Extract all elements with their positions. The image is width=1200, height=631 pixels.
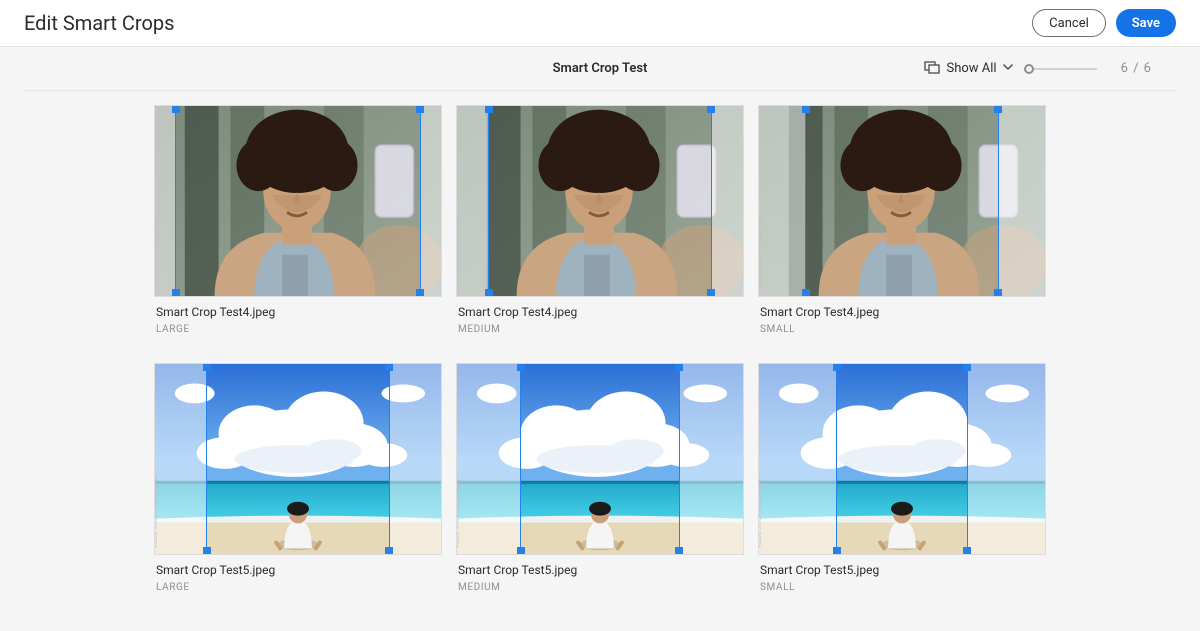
crop-mask-right <box>968 364 1045 554</box>
crop-mask-left <box>759 364 836 554</box>
crop-frame[interactable] <box>206 364 389 554</box>
crop-mask-left <box>759 106 805 296</box>
crop-handle[interactable] <box>517 547 525 555</box>
crop-thumbnail[interactable]: Adobe Stock | #000000000 <box>758 363 1046 555</box>
crop-caption: Smart Crop Test5.jpeg SMALL <box>758 555 1046 593</box>
crop-handle[interactable] <box>994 105 1002 113</box>
crop-handle[interactable] <box>203 363 211 371</box>
crop-filename: Smart Crop Test4.jpeg <box>760 305 1044 319</box>
crop-mask-right <box>712 106 743 296</box>
crop-handle[interactable] <box>994 289 1002 297</box>
asset-set-title: Smart Crop Test <box>553 61 648 76</box>
crop-caption: Smart Crop Test4.jpeg LARGE <box>154 297 442 335</box>
crop-handle[interactable] <box>802 105 810 113</box>
crop-handle[interactable] <box>485 105 493 113</box>
crop-frame[interactable] <box>175 106 421 296</box>
crop-size-label: MEDIUM <box>458 324 742 335</box>
crop-handle[interactable] <box>385 547 393 555</box>
crop-card: Adobe Stock | #000000000 Smart Crop Test5… <box>758 363 1046 593</box>
stock-watermark: Adobe Stock | #000000000 <box>758 476 763 548</box>
crop-handle[interactable] <box>833 363 841 371</box>
crop-handle[interactable] <box>485 289 493 297</box>
crop-filename: Smart Crop Test5.jpeg <box>156 563 440 577</box>
crop-mask-left <box>155 364 206 554</box>
crop-caption: Smart Crop Test4.jpeg MEDIUM <box>456 297 744 335</box>
stock-watermark: Adobe Stock | #000000000 <box>154 476 159 548</box>
toolbar: Smart Crop Test Show All 6 / 6 <box>24 47 1176 91</box>
page-count: 6 / 6 <box>1121 61 1152 76</box>
show-all-label: Show All <box>946 61 996 76</box>
crop-handle[interactable] <box>203 547 211 555</box>
crop-thumbnail[interactable]: Adobe Stock | #000000000 <box>154 363 442 555</box>
crop-filename: Smart Crop Test5.jpeg <box>458 563 742 577</box>
stock-watermark: Adobe Stock | #000000000 <box>758 218 763 290</box>
chevron-down-icon <box>1003 61 1013 76</box>
crop-thumbnail[interactable]: Adobe Stock | #000000000 <box>456 363 744 555</box>
crop-handle[interactable] <box>802 289 810 297</box>
crop-target-icon <box>924 59 940 79</box>
crop-filename: Smart Crop Test4.jpeg <box>156 305 440 319</box>
crop-mask-left <box>457 364 520 554</box>
crop-mask-right <box>999 106 1045 296</box>
crop-frame[interactable] <box>836 364 968 554</box>
zoom-thumb[interactable] <box>1024 64 1034 74</box>
header-bar: Edit Smart Crops Cancel Save <box>0 0 1200 47</box>
crop-card: Adobe Stock | #000000000 Smart Crop Test4… <box>154 105 442 335</box>
crop-size-label: MEDIUM <box>458 582 742 593</box>
crop-caption: Smart Crop Test5.jpeg LARGE <box>154 555 442 593</box>
crop-handle[interactable] <box>416 289 424 297</box>
crop-handle[interactable] <box>172 289 180 297</box>
crop-mask-left <box>457 106 488 296</box>
crop-handle[interactable] <box>385 363 393 371</box>
crop-card: Adobe Stock | #000000000 Smart Crop Test4… <box>456 105 744 335</box>
crop-handle[interactable] <box>963 547 971 555</box>
crop-caption: Smart Crop Test4.jpeg SMALL <box>758 297 1046 335</box>
crop-size-label: LARGE <box>156 324 440 335</box>
crop-thumbnail[interactable]: Adobe Stock | #000000000 <box>758 105 1046 297</box>
crop-handle[interactable] <box>517 363 525 371</box>
crop-handle[interactable] <box>707 105 715 113</box>
crop-card: Adobe Stock | #000000000 Smart Crop Test5… <box>154 363 442 593</box>
show-all-dropdown[interactable]: Show All <box>924 59 1012 79</box>
stock-watermark: Adobe Stock | #000000000 <box>456 476 461 548</box>
crop-handle[interactable] <box>416 105 424 113</box>
zoom-slider[interactable] <box>1027 62 1107 76</box>
crop-grid: Adobe Stock | #000000000 Smart Crop Test4… <box>154 105 1046 593</box>
crop-thumbnail[interactable]: Adobe Stock | #000000000 <box>154 105 442 297</box>
crop-mask-right <box>390 364 441 554</box>
zoom-track <box>1027 68 1097 70</box>
crop-filename: Smart Crop Test5.jpeg <box>760 563 1044 577</box>
crop-card: Adobe Stock | #000000000 Smart Crop Test4… <box>758 105 1046 335</box>
crop-handle[interactable] <box>963 363 971 371</box>
cancel-button[interactable]: Cancel <box>1032 9 1106 37</box>
crop-frame[interactable] <box>805 106 1000 296</box>
crop-size-label: SMALL <box>760 582 1044 593</box>
crop-handle[interactable] <box>675 363 683 371</box>
crop-caption: Smart Crop Test5.jpeg MEDIUM <box>456 555 744 593</box>
crop-size-label: SMALL <box>760 324 1044 335</box>
crop-filename: Smart Crop Test4.jpeg <box>458 305 742 319</box>
stock-watermark: Adobe Stock | #000000000 <box>456 218 461 290</box>
crop-frame[interactable] <box>520 364 680 554</box>
crop-handle[interactable] <box>707 289 715 297</box>
crop-handle[interactable] <box>172 105 180 113</box>
save-button[interactable]: Save <box>1116 9 1176 37</box>
crop-handle[interactable] <box>833 547 841 555</box>
crop-mask-right <box>421 106 441 296</box>
stock-watermark: Adobe Stock | #000000000 <box>154 218 159 290</box>
crop-thumbnail[interactable]: Adobe Stock | #000000000 <box>456 105 744 297</box>
crop-handle[interactable] <box>675 547 683 555</box>
crop-frame[interactable] <box>488 106 711 296</box>
crop-mask-right <box>680 364 743 554</box>
crop-size-label: LARGE <box>156 582 440 593</box>
page-title: Edit Smart Crops <box>24 11 1022 35</box>
crop-card: Adobe Stock | #000000000 Smart Crop Test5… <box>456 363 744 593</box>
